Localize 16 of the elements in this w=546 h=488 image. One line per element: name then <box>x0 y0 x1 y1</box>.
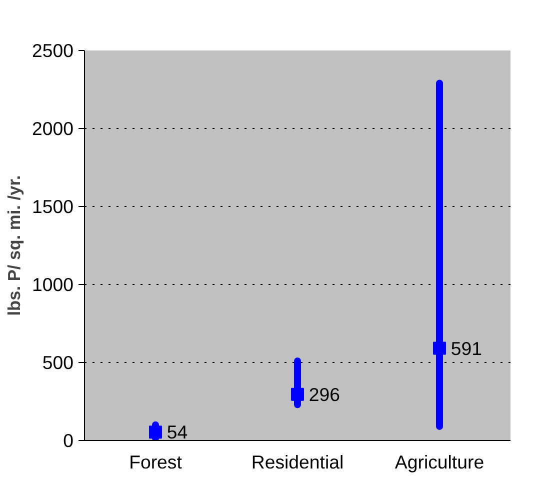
data-label: 296 <box>308 384 340 405</box>
x-tick-label: Forest <box>129 452 183 472</box>
x-tick-label: Residential <box>251 452 344 472</box>
data-label: 591 <box>450 338 482 359</box>
y-tick-label: 0 <box>63 430 74 451</box>
point <box>291 388 304 401</box>
y-tick-label: 1000 <box>32 274 74 295</box>
y-tick-label: 1500 <box>32 196 74 217</box>
y-tick-label: 2000 <box>32 118 74 139</box>
y-tick-label: 500 <box>42 352 74 373</box>
data-label: 54 <box>166 422 188 443</box>
point <box>149 426 162 439</box>
point <box>433 342 446 355</box>
y-axis-title: lbs. P/ sq. mi. /yr. <box>4 175 24 316</box>
x-tick-label: Agriculture <box>394 452 484 472</box>
y-tick-label: 2500 <box>32 40 74 61</box>
